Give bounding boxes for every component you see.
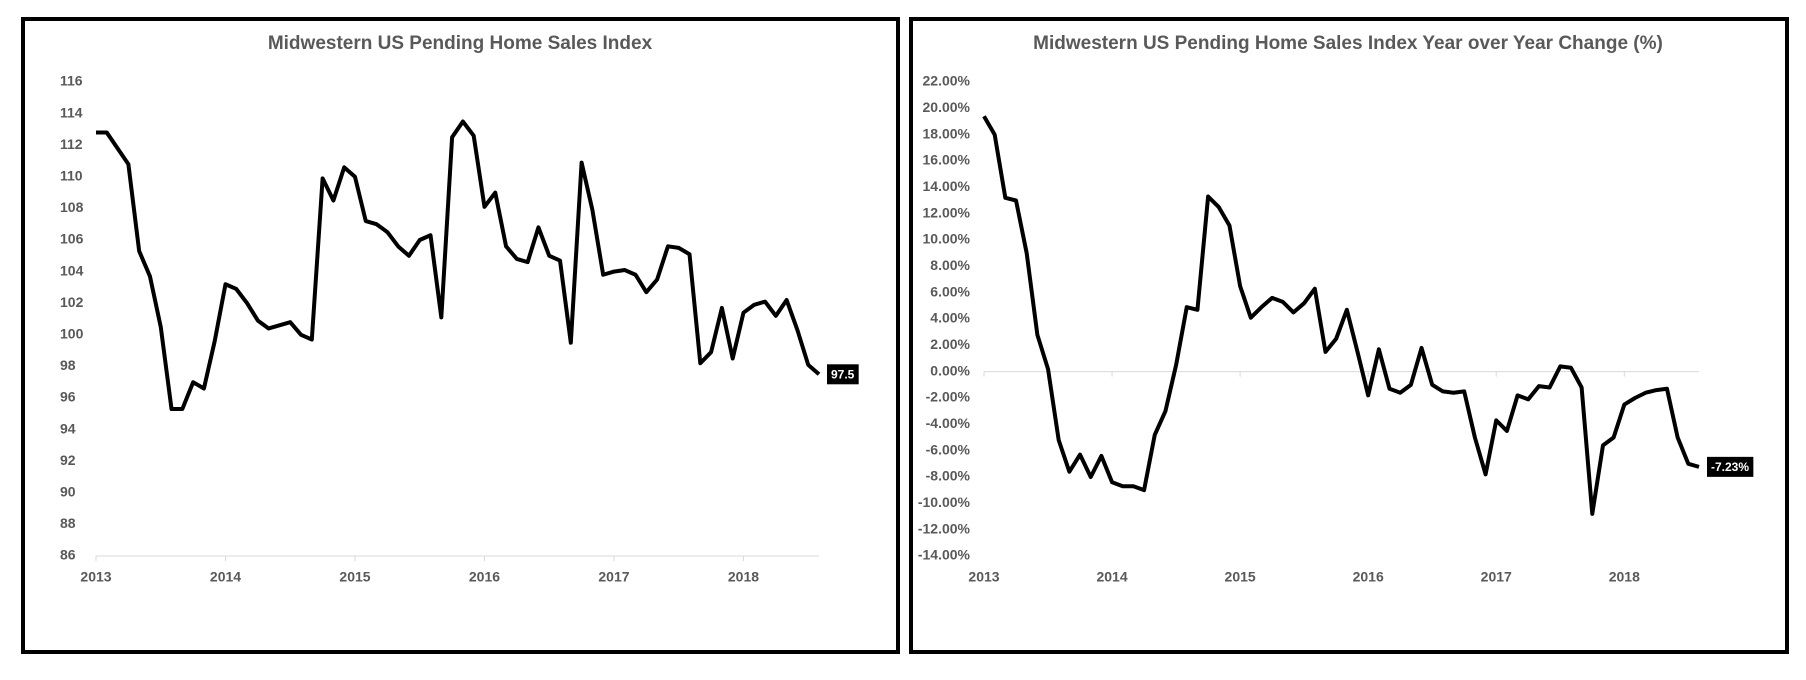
y-tick-label: 116 bbox=[60, 73, 83, 89]
chart-title: Midwestern US Pending Home Sales Index bbox=[268, 33, 653, 54]
y-tick-label: 110 bbox=[60, 168, 83, 184]
y-tick-label: 108 bbox=[60, 199, 84, 215]
y-tick-label: 102 bbox=[60, 294, 84, 310]
y-tick-label: -8.00% bbox=[926, 468, 971, 484]
y-tick-label: 92 bbox=[60, 452, 76, 468]
x-tick-label: 2014 bbox=[1096, 569, 1127, 585]
y-tick-label: 8.00% bbox=[930, 257, 970, 273]
panel-frame bbox=[21, 17, 900, 654]
series-line bbox=[982, 115, 1700, 516]
y-tick-label: 96 bbox=[60, 389, 76, 405]
data-label-box bbox=[827, 364, 859, 385]
chart-title: Midwestern US Pending Home Sales Index Y… bbox=[1033, 33, 1663, 54]
x-tick-label: 2015 bbox=[339, 569, 370, 585]
x-tick-label: 2016 bbox=[469, 569, 500, 585]
x-tick-label: 2017 bbox=[598, 569, 629, 585]
y-tick-label: 98 bbox=[60, 357, 76, 373]
y-tick-label: 86 bbox=[60, 547, 76, 563]
y-tick-label: 20.00% bbox=[923, 99, 971, 115]
y-tick-label: 106 bbox=[60, 231, 84, 247]
y-tick-label: 88 bbox=[60, 515, 76, 531]
x-tick-label: 2013 bbox=[968, 569, 999, 585]
y-tick-label: -10.00% bbox=[918, 494, 971, 510]
y-tick-label: -2.00% bbox=[926, 389, 971, 405]
series-line bbox=[96, 119, 821, 412]
y-tick-label: 12.00% bbox=[923, 204, 971, 220]
y-tick-label: 22.00% bbox=[923, 73, 971, 89]
y-tick-label: 112 bbox=[60, 136, 83, 152]
y-tick-label: -12.00% bbox=[918, 520, 971, 536]
y-tick-label: 114 bbox=[60, 104, 83, 120]
data-label: -7.23% bbox=[1711, 460, 1749, 474]
y-tick-label: 94 bbox=[60, 420, 76, 436]
y-tick-label: 104 bbox=[60, 262, 84, 278]
x-tick-label: 2018 bbox=[728, 569, 759, 585]
x-tick-label: 2013 bbox=[80, 569, 111, 585]
y-tick-label: 6.00% bbox=[930, 283, 970, 299]
x-tick-label: 2015 bbox=[1225, 569, 1256, 585]
y-tick-label: -14.00% bbox=[918, 547, 971, 563]
y-tick-label: 10.00% bbox=[923, 231, 971, 247]
y-tick-label: 90 bbox=[60, 484, 76, 500]
x-tick-label: 2016 bbox=[1353, 569, 1384, 585]
data-label: 97.5 bbox=[831, 367, 855, 381]
y-tick-label: -4.00% bbox=[926, 415, 971, 431]
y-tick-label: 14.00% bbox=[923, 178, 971, 194]
y-tick-label: 16.00% bbox=[923, 152, 971, 168]
panel-frame bbox=[909, 17, 1789, 654]
x-tick-label: 2018 bbox=[1609, 569, 1640, 585]
y-tick-label: -6.00% bbox=[926, 441, 971, 457]
y-tick-label: 0.00% bbox=[930, 362, 970, 378]
x-tick-label: 2017 bbox=[1481, 569, 1512, 585]
data-label-box bbox=[1707, 456, 1754, 477]
y-tick-label: 18.00% bbox=[923, 125, 971, 141]
y-tick-label: 100 bbox=[60, 326, 84, 342]
x-tick-label: 2014 bbox=[210, 569, 241, 585]
y-tick-label: 4.00% bbox=[930, 310, 970, 326]
y-tick-label: 2.00% bbox=[930, 336, 970, 352]
